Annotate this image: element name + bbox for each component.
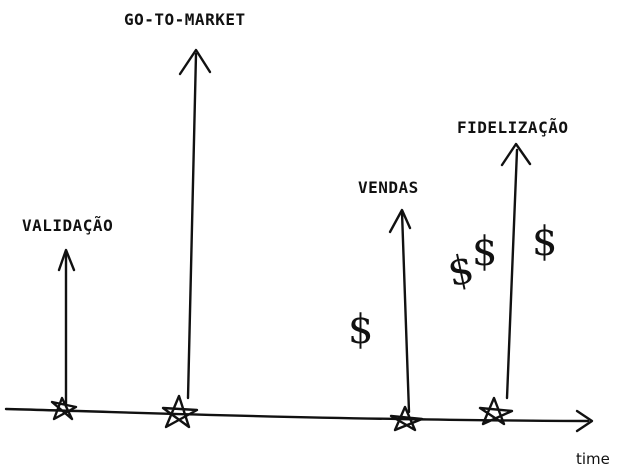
milestone-label: GO-TO-MARKET <box>124 10 246 29</box>
arrowhead-icon <box>57 248 76 272</box>
milestone-label: FIDELIZAÇÃO <box>457 118 568 137</box>
timeline-axis: time <box>4 407 610 468</box>
milestone-label: VENDAS <box>358 178 419 197</box>
milestone-arrow <box>400 210 411 414</box>
milestone-label: VALIDAÇÃO <box>22 216 113 235</box>
milestone-vendas: VENDAS $ <box>348 178 424 432</box>
star-icon <box>389 405 424 432</box>
dollar-icon: $ <box>472 229 497 275</box>
arrowhead-icon <box>500 142 532 167</box>
arrowhead-icon <box>388 208 412 234</box>
timeline-arrowhead <box>575 409 594 433</box>
dollar-icon: $ <box>348 307 373 353</box>
dollar-icon: $ <box>532 219 557 265</box>
milestone-validacao: VALIDAÇÃO <box>22 216 113 421</box>
milestone-go-to-market: GO-TO-MARKET <box>124 10 246 429</box>
star-icon <box>161 394 199 429</box>
arrowhead-icon <box>178 48 212 76</box>
milestone-arrow <box>186 52 198 400</box>
star-icon <box>50 396 78 421</box>
timeline-line <box>4 407 590 423</box>
star-icon <box>478 396 514 426</box>
milestone-fidelizacao: FIDELIZAÇÃO $ $ $ <box>444 118 568 426</box>
axis-label-time: time <box>576 450 610 468</box>
milestone-arrow <box>505 148 519 400</box>
